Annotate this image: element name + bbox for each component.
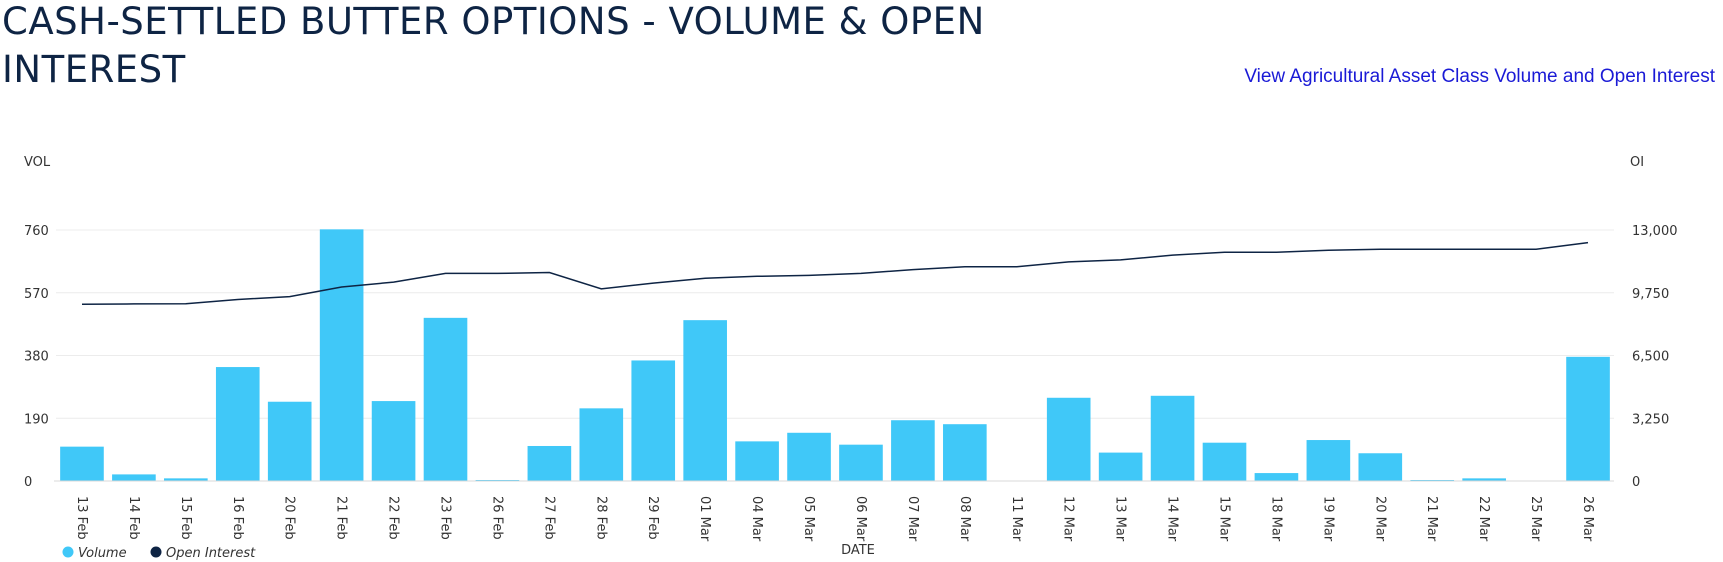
x-tick-label: 05 Mar (801, 496, 816, 542)
x-tick-label: 26 Mar (1580, 496, 1595, 542)
volume-bar[interactable] (839, 444, 883, 481)
right-tick-label: 6,500 (1632, 350, 1669, 365)
open-interest-polyline[interactable] (81, 241, 1589, 306)
x-tick-label: 04 Mar (749, 496, 764, 542)
volume-bar[interactable] (215, 367, 260, 481)
volume-bar[interactable] (1254, 473, 1299, 481)
left-axis-ticks: 0 190 380 570 760 (24, 224, 49, 490)
volume-bar[interactable] (631, 360, 676, 481)
x-tick-label: 15 Feb (178, 496, 193, 540)
grid-lines (56, 229, 1614, 419)
page-title: CASH-SETTLED BUTTER OPTIONS - VOLUME & O… (2, 0, 985, 91)
right-axis-ticks: 0 3,250 6,500 9,750 13,000 (1632, 224, 1678, 490)
volume-bar[interactable] (1566, 356, 1610, 481)
x-tick-label: 26 Feb (489, 496, 504, 540)
volume-bar[interactable] (1202, 442, 1247, 481)
x-tick-label: 20 Mar (1372, 496, 1387, 542)
x-tick-label: 01 Mar (697, 496, 712, 542)
volume-bar[interactable] (1150, 395, 1195, 481)
legend-volume-marker (62, 546, 74, 558)
agricultural-asset-class-link[interactable]: View Agricultural Asset Class Volume and… (1244, 66, 1715, 87)
volume-bar[interactable] (267, 401, 312, 481)
volume-bar[interactable] (579, 408, 624, 481)
volume-bar[interactable] (943, 424, 987, 481)
volume-bar[interactable] (1306, 440, 1351, 481)
volume-bar[interactable] (1046, 397, 1091, 481)
right-tick-label: 9,750 (1632, 287, 1669, 302)
x-axis-ticks: 13 Feb 14 Feb 15 Feb 16 Feb 20 Feb 21 Feb 22 F… (74, 496, 1595, 542)
legend-oi-marker (150, 546, 162, 558)
x-tick-label: 22 Mar (1476, 496, 1491, 542)
left-tick-label: 380 (24, 350, 49, 365)
volume-bar[interactable] (787, 432, 831, 481)
x-tick-label: 29 Feb (645, 496, 660, 540)
volume-bar[interactable] (735, 441, 779, 481)
right-tick-label: 3,250 (1632, 412, 1669, 427)
right-axis-label: OI (1630, 155, 1644, 170)
x-tick-label: 12 Mar (1061, 496, 1076, 542)
x-tick-label: 25 Mar (1528, 496, 1543, 542)
x-tick-label: 08 Mar (957, 496, 972, 542)
x-tick-label: 13 Mar (1113, 496, 1128, 542)
legend: Volume Open Interest (62, 546, 256, 561)
x-tick-label: 28 Feb (593, 496, 608, 540)
left-tick-label: 760 (24, 224, 49, 239)
x-tick-label: 15 Mar (1217, 496, 1232, 542)
x-tick-label: 27 Feb (541, 496, 556, 540)
x-tick-label: 18 Mar (1268, 496, 1283, 542)
x-axis-label: DATE (841, 543, 875, 558)
x-tick-label: 23 Feb (438, 496, 453, 540)
volume-bar[interactable] (112, 474, 156, 481)
volume-bar[interactable] (891, 420, 935, 481)
volume-bars (60, 229, 1610, 481)
x-tick-label: 14 Feb (126, 496, 141, 540)
legend-oi-label: Open Interest (166, 546, 256, 561)
x-tick-label: 16 Feb (230, 496, 245, 540)
open-interest-line (81, 241, 1589, 306)
x-tick-label: 11 Mar (1009, 496, 1024, 542)
volume-bar[interactable] (527, 445, 572, 481)
x-tick-label: 13 Feb (74, 496, 89, 540)
x-tick-label: 20 Feb (282, 496, 297, 540)
volume-bar[interactable] (164, 478, 208, 481)
volume-bar[interactable] (1462, 478, 1506, 481)
legend-volume-label: Volume (78, 546, 127, 561)
left-tick-label: 190 (24, 412, 49, 427)
volume-bar[interactable] (423, 317, 468, 481)
x-tick-label: 21 Mar (1424, 496, 1439, 542)
x-tick-label: 06 Mar (853, 496, 868, 542)
x-tick-label: 22 Feb (386, 496, 401, 540)
right-tick-label: 13,000 (1632, 224, 1678, 239)
volume-bar[interactable] (683, 320, 727, 481)
volume-bar[interactable] (60, 446, 104, 481)
left-tick-label: 570 (24, 287, 49, 302)
left-tick-label: 0 (24, 475, 32, 490)
x-tick-label: 07 Mar (905, 496, 920, 542)
right-tick-label: 0 (1632, 475, 1640, 490)
volume-bar[interactable] (319, 229, 364, 481)
x-tick-label: 19 Mar (1320, 496, 1335, 542)
left-axis-label: VOL (24, 155, 51, 170)
x-tick-label: 21 Feb (334, 496, 349, 540)
volume-bar[interactable] (1358, 453, 1403, 481)
x-tick-label: 14 Mar (1165, 496, 1180, 542)
volume-bar[interactable] (371, 401, 416, 481)
volume-bar[interactable] (1098, 452, 1143, 481)
